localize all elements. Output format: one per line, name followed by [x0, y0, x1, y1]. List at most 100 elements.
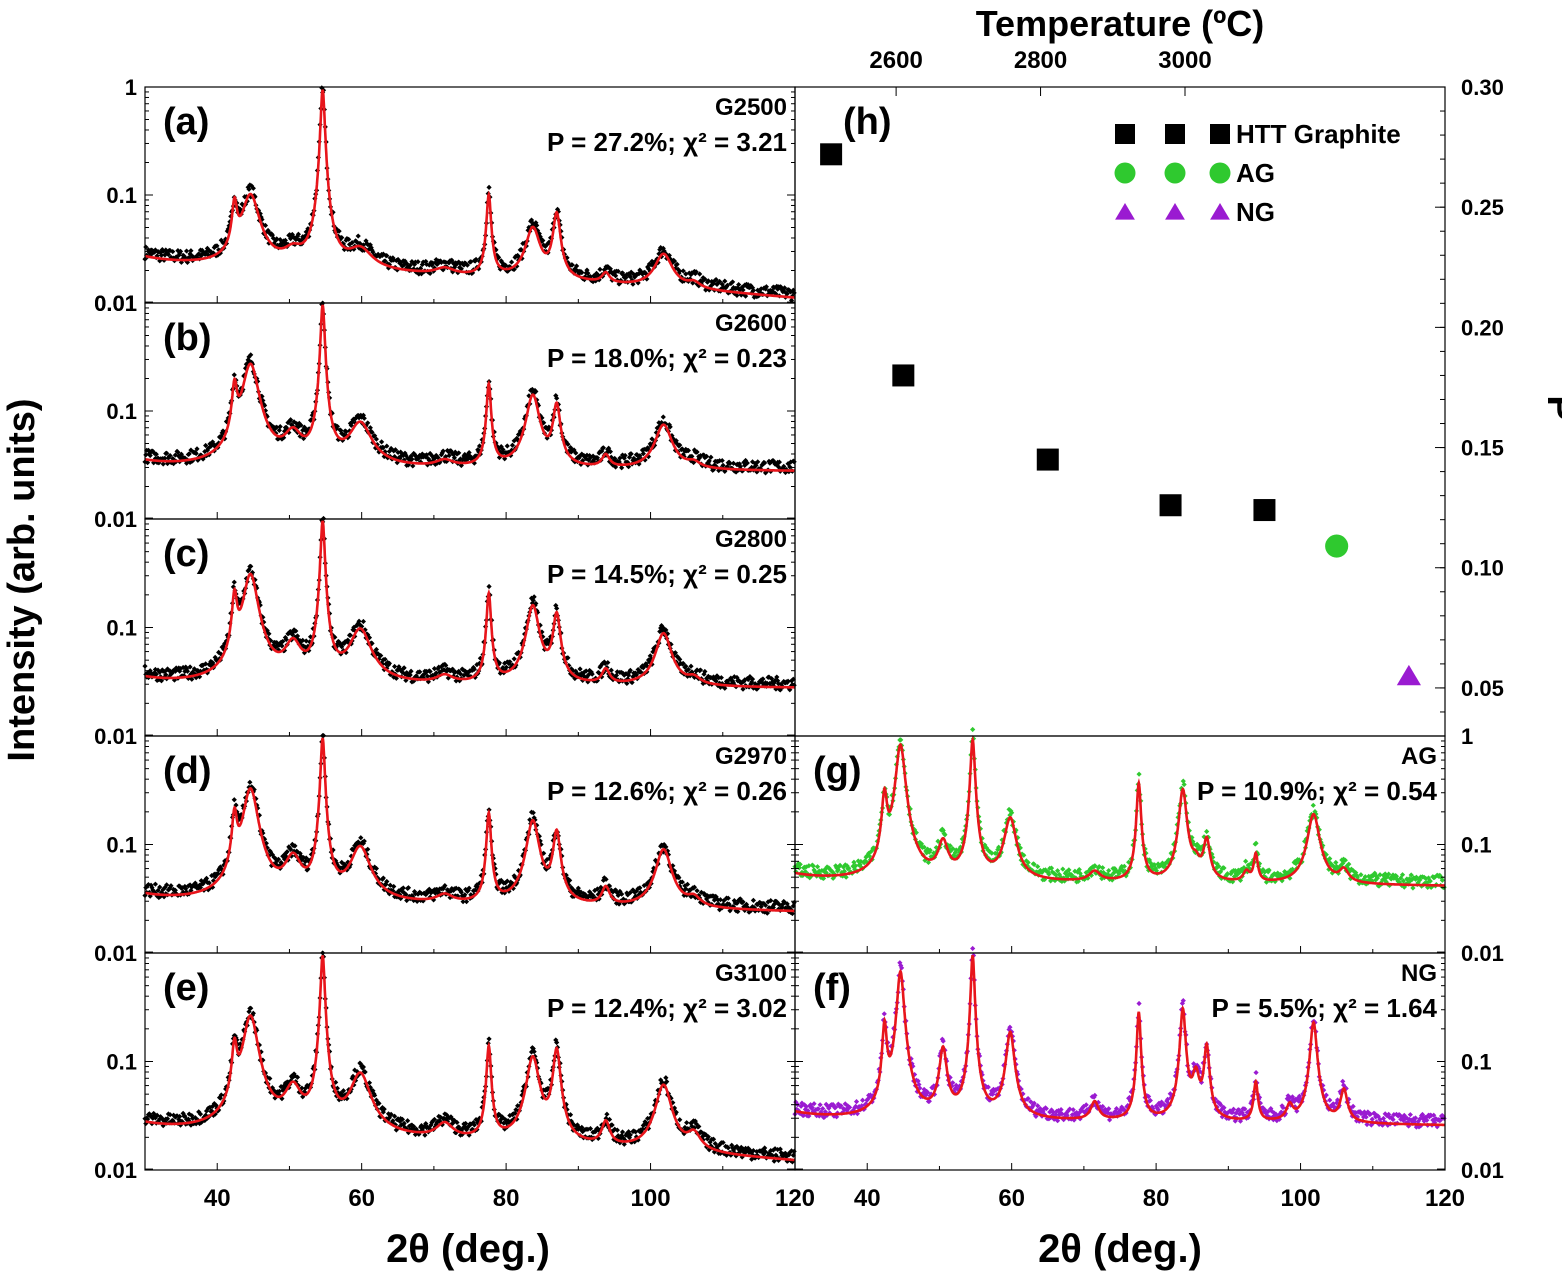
data-point-g [942, 832, 948, 838]
p-axis-tick-label: 0.10 [1461, 556, 1504, 581]
data-point-b [167, 452, 173, 459]
data-point-d [625, 892, 631, 898]
data-point-d [789, 910, 795, 917]
data-point-e [473, 1116, 479, 1123]
data-point-a [266, 240, 272, 246]
data-point-c [407, 672, 413, 678]
data-point-e [639, 1126, 646, 1132]
data-point-e [683, 1127, 689, 1133]
data-point-b [775, 464, 782, 470]
data-point-d [360, 840, 366, 847]
data-point-g [831, 871, 837, 877]
data-point-c [300, 637, 306, 643]
data-point-b [349, 419, 355, 425]
data-point-e [248, 1005, 254, 1011]
data-point-e [405, 1130, 412, 1136]
data-point-g [1209, 851, 1215, 857]
data-point-c [767, 680, 773, 687]
data-point-a [154, 253, 160, 259]
y-tick-label: 0.1 [106, 833, 137, 858]
fit-annotation-e: P = 12.4%; χ² = 3.02 [547, 993, 787, 1023]
data-point-g [1384, 874, 1390, 880]
data-point-g [835, 867, 841, 873]
data-point-g [866, 853, 873, 859]
data-point-a [540, 237, 546, 244]
data-point-g [1253, 840, 1259, 846]
data-point-a [582, 274, 588, 280]
data-point-b [446, 452, 452, 459]
data-point-a [671, 258, 678, 264]
data-point-c [609, 672, 615, 678]
data-point-g [957, 844, 964, 850]
data-point-d [590, 892, 596, 899]
data-point-a [473, 256, 479, 263]
data-point-g [813, 869, 819, 875]
data-point-b [580, 458, 586, 464]
data-point-c [710, 674, 717, 680]
data-point-a [704, 286, 710, 292]
data-point-a [708, 283, 714, 289]
data-point-d [330, 847, 336, 853]
data-point-g [1025, 859, 1031, 866]
data-point-c [356, 618, 362, 624]
data-point-e [372, 1092, 378, 1098]
data-point-a [470, 270, 476, 276]
data-point-a [455, 270, 461, 276]
data-point-g [803, 864, 809, 870]
data-point-b [494, 443, 500, 449]
data-point-b [419, 451, 425, 457]
data-point-c [599, 674, 605, 680]
data-point-d [474, 882, 480, 888]
data-point-a [677, 268, 683, 274]
data-point-a [415, 259, 421, 265]
data-point-b [360, 412, 366, 418]
data-point-b [697, 455, 703, 461]
data-point-b [409, 456, 415, 462]
data-point-d [167, 885, 173, 891]
data-point-b [248, 352, 254, 358]
data-point-e [501, 1120, 507, 1126]
data-point-d [390, 888, 396, 894]
data-point-c [177, 668, 183, 674]
data-point-b [522, 416, 528, 422]
data-point-d [601, 875, 607, 881]
data-point-b [194, 446, 200, 452]
data-point-c [688, 663, 694, 669]
data-point-c [579, 670, 585, 676]
data-point-d [775, 906, 782, 912]
data-point-b [730, 460, 737, 466]
data-point-d [247, 779, 253, 785]
data-point-d [734, 900, 740, 906]
data-point-c [704, 675, 710, 682]
data-point-f [833, 1104, 839, 1110]
data-point-a [748, 282, 754, 289]
data-point-e [237, 1041, 243, 1047]
data-point-g [1260, 867, 1266, 873]
data-point-g [1108, 872, 1114, 879]
data-point-c [290, 629, 296, 635]
data-point-g [1243, 858, 1249, 864]
data-point-c [627, 667, 633, 673]
data-point-d [764, 910, 770, 916]
data-point-b [367, 425, 373, 431]
data-point-b [288, 417, 294, 423]
data-point-g [1342, 857, 1348, 863]
data-point-g [940, 827, 946, 834]
data-point-g [1045, 869, 1051, 875]
data-point-d [532, 817, 538, 823]
data-point-d [203, 875, 210, 881]
data-point-a [494, 252, 500, 258]
data-point-c [553, 602, 559, 609]
temperature-tick-label: 2600 [869, 47, 922, 74]
legend-label: NG [1236, 197, 1275, 227]
data-point-g [1374, 875, 1380, 881]
data-point-c [433, 670, 439, 676]
data-point-b [716, 467, 722, 474]
data-point-b [205, 445, 211, 451]
data-point-e [424, 1124, 431, 1130]
data-point-g [1136, 771, 1142, 777]
data-point-d [785, 904, 791, 910]
data-point-g [855, 858, 861, 864]
data-point-g [950, 845, 956, 852]
data-point-g [1400, 878, 1406, 884]
